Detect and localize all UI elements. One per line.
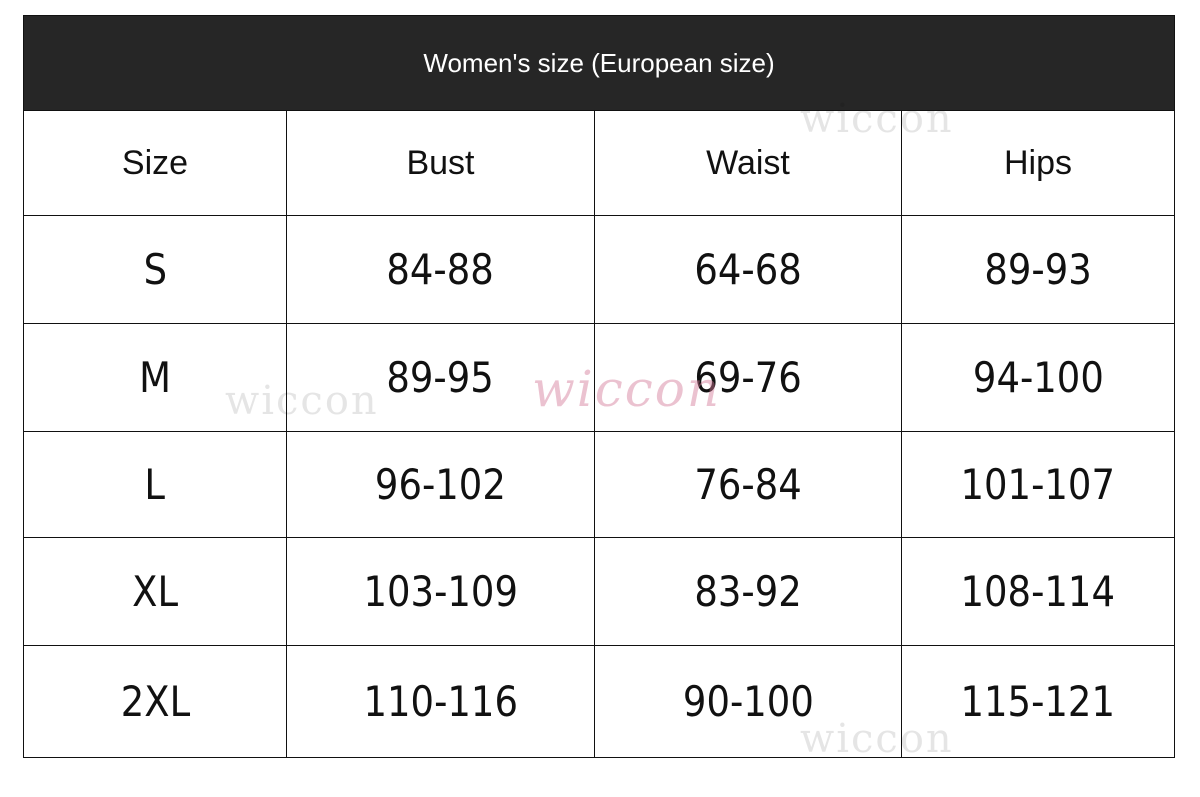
table-title: Women's size (European size) (22, 15, 1176, 111)
table-row: M 89-95 69-76 94-100 (23, 323, 1176, 432)
table-cell-hips: 89-93 (900, 215, 1176, 324)
cell-value: 89-93 (984, 245, 1092, 294)
table-cell-size: M (23, 323, 287, 432)
table-cell-bust: 89-95 (286, 323, 595, 432)
table-cell-size: S (23, 215, 287, 324)
cell-value: L (144, 460, 166, 509)
table-cell-hips: 94-100 (900, 323, 1176, 432)
column-header-hips: Hips (900, 110, 1176, 216)
cell-value: 108-114 (960, 567, 1116, 616)
table-row: S 84-88 64-68 89-93 (23, 215, 1176, 324)
cell-value: 115-121 (960, 677, 1116, 726)
cell-value: 84-88 (386, 245, 495, 294)
table-cell-waist: 76-84 (594, 431, 902, 538)
cell-value: M (139, 353, 171, 402)
table-cell-bust: 84-88 (286, 215, 595, 324)
cell-value: 64-68 (694, 245, 802, 294)
cell-value: 69-76 (694, 353, 802, 402)
table-cell-size: XL (23, 537, 287, 646)
cell-value: 90-100 (682, 677, 814, 726)
cell-value: 83-92 (694, 567, 802, 616)
table-row: 2XL 110-116 90-100 115-121 (23, 645, 1176, 758)
table-cell-bust: 96-102 (286, 431, 595, 538)
cell-value: 94-100 (972, 353, 1104, 402)
cell-value: 89-95 (386, 353, 495, 402)
cell-value: 101-107 (960, 460, 1116, 509)
cell-value: 2XL (120, 677, 190, 726)
table-cell-waist: 90-100 (594, 645, 902, 758)
cell-value: XL (132, 567, 178, 616)
title-row: Women's size (European size) (22, 15, 1176, 111)
column-header-bust: Bust (286, 110, 595, 216)
table-cell-hips: 115-121 (900, 645, 1176, 758)
table-cell-bust: 103-109 (286, 537, 595, 646)
column-header-size: Size (23, 110, 287, 216)
cell-value: S (143, 245, 167, 294)
table-cell-bust: 110-116 (286, 645, 595, 758)
table-cell-hips: 108-114 (900, 537, 1176, 646)
cell-value: 110-116 (363, 677, 518, 726)
cell-value: 96-102 (375, 460, 506, 509)
table-row: XL 103-109 83-92 108-114 (23, 537, 1176, 646)
table-row: L 96-102 76-84 101-107 (23, 431, 1176, 538)
size-chart-table: Women's size (European size) Size Bust W… (22, 15, 1176, 758)
table-cell-size: 2XL (23, 645, 287, 758)
header-row: Size Bust Waist Hips (23, 110, 1176, 216)
table-cell-waist: 69-76 (594, 323, 902, 432)
table-cell-size: L (23, 431, 287, 538)
column-header-waist: Waist (594, 110, 902, 216)
table-cell-waist: 83-92 (594, 537, 902, 646)
table-cell-waist: 64-68 (594, 215, 902, 324)
cell-value: 76-84 (694, 460, 802, 509)
cell-value: 103-109 (363, 567, 518, 616)
table-cell-hips: 101-107 (900, 431, 1176, 538)
